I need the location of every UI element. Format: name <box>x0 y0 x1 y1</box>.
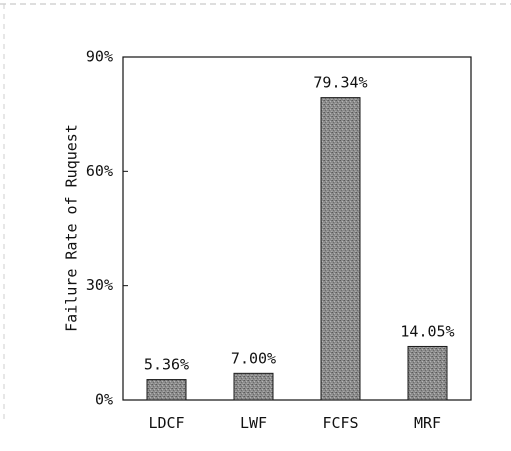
data-label-mrf: 14.05% <box>400 322 454 340</box>
bars <box>146 97 448 401</box>
x-tick-label-mrf: MRF <box>414 414 441 432</box>
plot-area <box>122 56 472 401</box>
x-tick-label-ldcf: LDCF <box>148 414 184 432</box>
data-label-ldcf: 5.36% <box>144 356 189 374</box>
bar-fcfs <box>320 97 361 401</box>
data-labels: 5.36% 7.00% 79.34% 14.05% <box>144 74 455 374</box>
bar-ldcf <box>146 379 187 401</box>
data-label-lwf: 7.00% <box>231 349 276 367</box>
y-tick-label: 0% <box>95 391 113 409</box>
y-tick-label: 90% <box>86 48 113 66</box>
plot-frame <box>122 56 472 401</box>
bar-lwf <box>233 372 274 401</box>
y-axis: 0% 30% 60% 90% <box>86 48 128 409</box>
y-tick-label: 60% <box>86 162 113 180</box>
bar-mrf <box>407 345 448 401</box>
x-axis: LDCF LWF FCFS MRF <box>148 414 441 432</box>
data-label-fcfs: 79.34% <box>313 74 367 92</box>
x-tick-label-fcfs: FCFS <box>322 414 358 432</box>
x-tick-label-lwf: LWF <box>240 414 267 432</box>
y-axis-title: Failure Rate of Ruquest <box>63 124 81 332</box>
y-tick-label: 30% <box>86 276 113 294</box>
